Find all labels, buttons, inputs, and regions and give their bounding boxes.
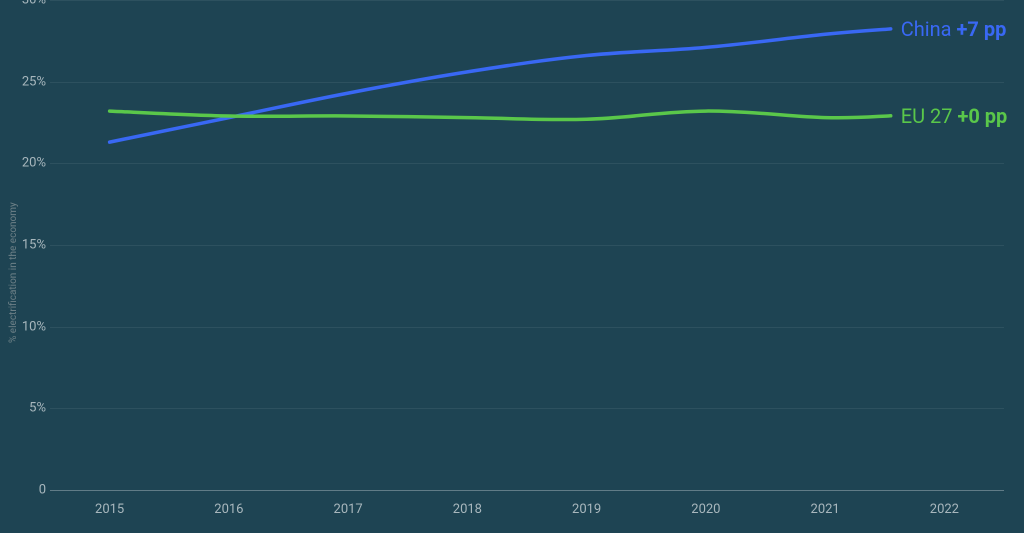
line-chart: 05%10%15%20%25%30% 201520162017201820192…	[0, 0, 1024, 533]
series-delta: +7 pp	[956, 17, 1006, 41]
series-label-china: China +7 pp	[901, 17, 1007, 41]
plot-area	[0, 0, 1024, 533]
series-name: EU 27	[901, 104, 958, 128]
series-label-eu27: EU 27 +0 pp	[901, 104, 1008, 128]
series-line-china	[110, 29, 891, 142]
series-delta: +0 pp	[957, 104, 1007, 128]
series-name: China	[901, 17, 957, 41]
